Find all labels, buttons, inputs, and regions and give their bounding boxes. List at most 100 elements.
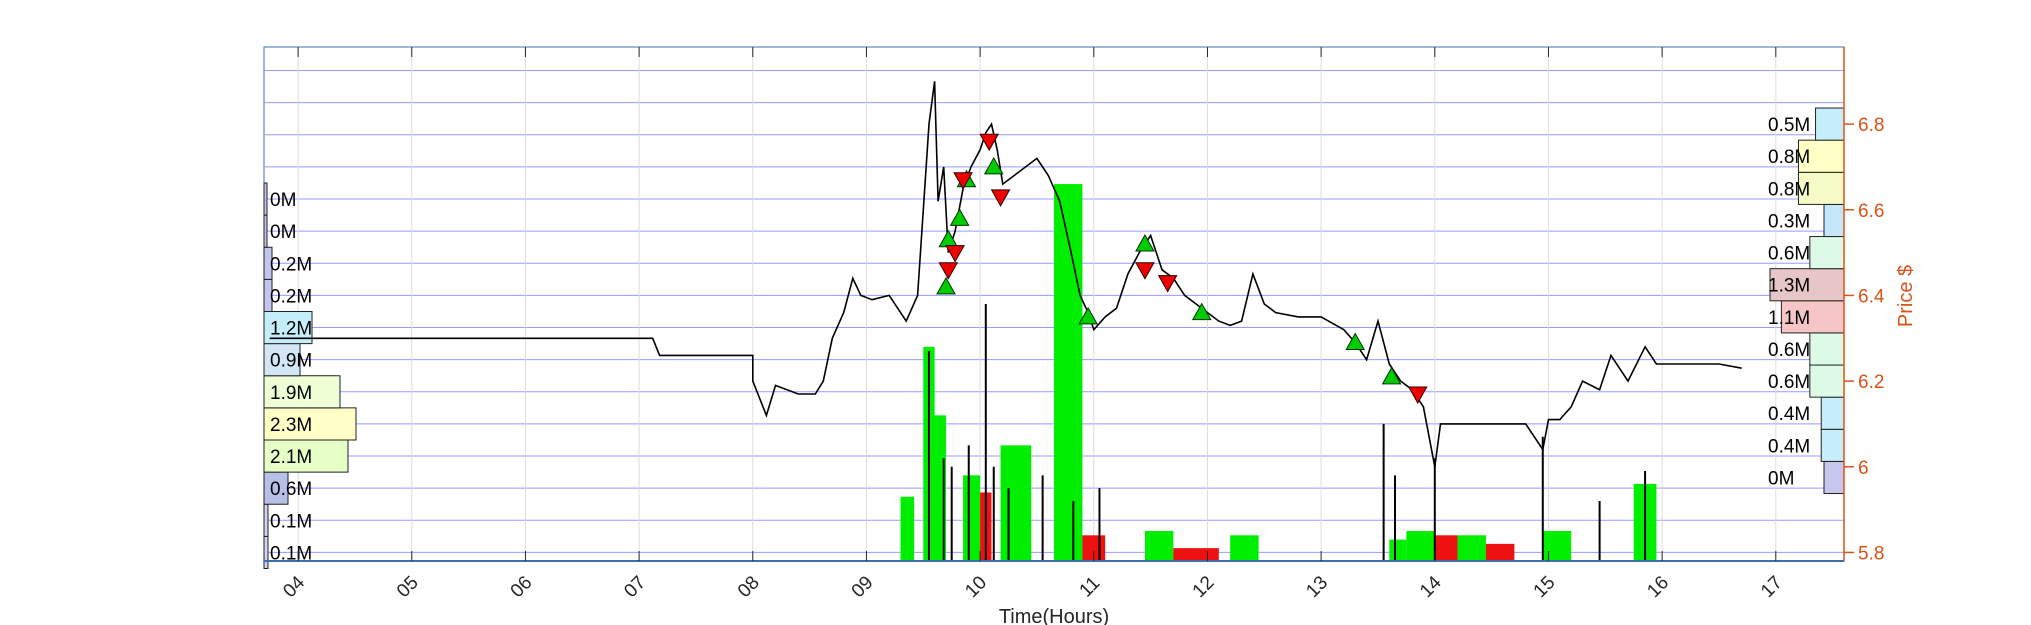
- left-profile-label: 0.2M: [270, 286, 312, 307]
- buy-volume-bar: [900, 496, 915, 561]
- price-series: [269, 81, 1742, 467]
- x-tick-label: 15: [1530, 572, 1560, 602]
- left-profile-label: 1.2M: [270, 319, 312, 340]
- right-profile-label: 0.6M: [1768, 372, 1810, 393]
- sell-marker: [953, 172, 973, 190]
- y-tick-label: 6.4: [1858, 286, 1885, 307]
- left-profile-label: 0M: [270, 222, 296, 243]
- right-profile-bar: [1797, 171, 1845, 205]
- x-axis-title: Time(Hours): [999, 606, 1109, 625]
- price-line: [269, 81, 1742, 467]
- y-tick-label: 5.8: [1858, 543, 1884, 564]
- left-profile-bar: [263, 471, 289, 505]
- right-profile-bar: [1809, 364, 1845, 398]
- buy-volume-bar: [1457, 535, 1486, 561]
- x-tick-label: 16: [1643, 572, 1673, 602]
- buy-marker: [1381, 366, 1402, 385]
- right-profile-bar: [1823, 203, 1845, 238]
- buy-marker: [936, 276, 956, 295]
- buy-marker: [949, 208, 970, 226]
- left-profile-bar: [263, 182, 268, 216]
- right-profile-label: 0.4M: [1768, 436, 1810, 457]
- right-profile-bar: [1820, 428, 1845, 462]
- left-profile-bar: [263, 439, 349, 473]
- sell-marker: [979, 133, 1000, 152]
- left-profile-label: 0.6M: [270, 479, 312, 500]
- left-profile-label: 0.1M: [270, 511, 312, 532]
- y-tick-label: 6.2: [1858, 372, 1884, 393]
- left-profile-label: 0M: [270, 190, 296, 211]
- buy-marker: [983, 156, 1004, 175]
- right-profile-label: 0.8M: [1768, 147, 1810, 168]
- right-profile-label: 1.1M: [1768, 308, 1810, 329]
- y-tick-label: 6.6: [1858, 201, 1884, 222]
- buy-volume-bar: [963, 475, 981, 561]
- left-profile-bar: [263, 214, 268, 248]
- left-profile-label: 1.9M: [270, 383, 312, 404]
- left-profile-label: 0.2M: [270, 254, 312, 275]
- sell-marker: [990, 189, 1011, 207]
- right-profile-bar: [1809, 332, 1845, 366]
- sell-marker: [945, 245, 965, 263]
- sell-marker: [1157, 275, 1178, 293]
- left-volume-profile: 0.1M 0.1M 0.6M 2.1M 2.3M 1.9M 0.9M 1.2M 0.2M 0.2M…: [263, 182, 357, 569]
- buy-volume-bar: [1406, 531, 1435, 561]
- x-tick-label: 08: [734, 572, 764, 602]
- buy-volume-bar: [932, 415, 947, 561]
- x-tick-label: 14: [1416, 572, 1446, 602]
- buy-volume-bar: [1389, 539, 1407, 561]
- y-tick-label: 6.8: [1858, 115, 1884, 136]
- left-profile-label: 0.9M: [270, 351, 312, 372]
- left-profile-bar: [263, 535, 269, 569]
- left-profile-bar: [263, 343, 301, 377]
- x-tick-label: 12: [1189, 572, 1219, 602]
- left-profile-bar: [263, 246, 273, 280]
- buy-marker: [1135, 234, 1155, 252]
- right-profile-bar: [1780, 300, 1845, 334]
- y-tick-label: 6: [1858, 458, 1869, 479]
- right-profile-label: 1.3M: [1768, 276, 1810, 297]
- right-profile-label: 0.6M: [1768, 244, 1810, 265]
- trade-markers: [936, 133, 1428, 404]
- right-profile-bar: [1823, 460, 1845, 495]
- buy-volume-bar: [1542, 531, 1572, 561]
- right-profile-label: 0.8M: [1768, 179, 1810, 200]
- left-profile-label: 2.3M: [270, 415, 312, 436]
- sell-marker: [938, 262, 959, 280]
- sell-marker: [1407, 386, 1428, 404]
- buy-marker: [1191, 302, 1212, 321]
- sell-volume-bar: [1173, 548, 1219, 561]
- right-profile-bar: [1820, 396, 1845, 430]
- left-profile-label: 0.1M: [270, 543, 312, 564]
- left-profile-bar: [263, 503, 269, 537]
- sell-volume-bar: [1434, 535, 1458, 561]
- y-axis-title: Price $: [1895, 265, 1917, 327]
- buy-volume-bar: [1000, 445, 1032, 561]
- buy-marker: [1345, 332, 1366, 351]
- sell-volume-bar: [1485, 543, 1515, 561]
- buy-volume-bar: [1144, 531, 1174, 561]
- right-profile-label: 0.4M: [1768, 404, 1810, 425]
- sell-marker: [1135, 262, 1155, 280]
- left-profile-label: 2.1M: [270, 447, 312, 468]
- right-profile-bar: [1809, 236, 1845, 270]
- x-tick-label: 10: [961, 572, 991, 602]
- right-volume-profile: 0M 0.4M 0.4M 0.6M 0.6M 1.1M 1.3M 0.6M 0.3M 0.8M 0.…: [1768, 107, 1845, 495]
- right-profile-label: 0M: [1768, 468, 1794, 489]
- x-tick-label: 06: [507, 572, 537, 602]
- buy-marker: [1078, 306, 1098, 325]
- volume-bars: [900, 184, 1657, 562]
- x-tick-label: 11: [1075, 573, 1104, 602]
- x-tick-label: 04: [279, 572, 309, 602]
- left-profile-bar: [263, 375, 341, 409]
- right-profile-label: 0.5M: [1768, 115, 1810, 136]
- x-tick-label: 17: [1757, 572, 1787, 602]
- right-profile-label: 0.3M: [1768, 211, 1810, 232]
- x-tick-label: 09: [848, 572, 878, 602]
- buy-volume-bar: [1054, 184, 1083, 562]
- x-tick-label: 07: [620, 572, 650, 602]
- right-profile-label: 0.6M: [1768, 340, 1810, 361]
- right-profile-bar: [1815, 107, 1845, 141]
- buy-volume-bar: [1230, 535, 1259, 561]
